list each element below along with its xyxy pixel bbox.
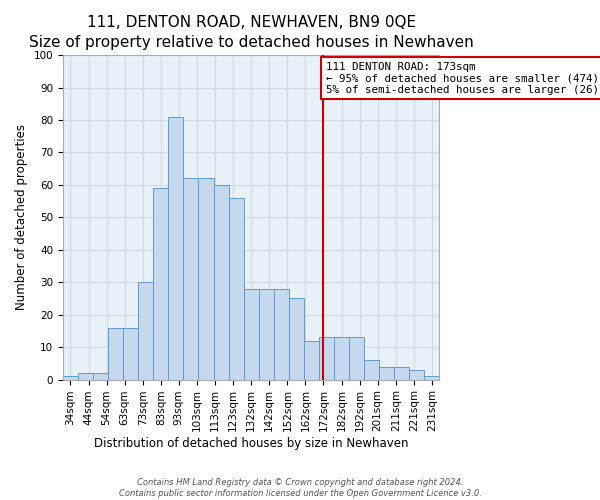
Bar bbox=[199, 178, 214, 380]
Bar bbox=[63, 376, 78, 380]
Bar bbox=[394, 366, 409, 380]
Bar bbox=[78, 373, 93, 380]
Bar bbox=[184, 178, 199, 380]
Bar bbox=[214, 185, 229, 380]
Bar bbox=[379, 366, 394, 380]
Bar bbox=[153, 188, 169, 380]
Bar bbox=[138, 282, 153, 380]
Bar bbox=[274, 288, 289, 380]
Bar bbox=[304, 340, 319, 380]
Title: 111, DENTON ROAD, NEWHAVEN, BN9 0QE
Size of property relative to detached houses: 111, DENTON ROAD, NEWHAVEN, BN9 0QE Size… bbox=[29, 15, 473, 50]
Y-axis label: Number of detached properties: Number of detached properties bbox=[15, 124, 28, 310]
Bar bbox=[319, 338, 334, 380]
Bar bbox=[409, 370, 424, 380]
Bar bbox=[93, 373, 108, 380]
Bar bbox=[108, 328, 123, 380]
Bar bbox=[424, 376, 439, 380]
Text: Contains HM Land Registry data © Crown copyright and database right 2024.
Contai: Contains HM Land Registry data © Crown c… bbox=[119, 478, 481, 498]
Bar bbox=[289, 298, 304, 380]
Bar bbox=[169, 117, 184, 380]
Bar bbox=[349, 338, 364, 380]
Bar bbox=[334, 338, 349, 380]
Bar bbox=[229, 198, 244, 380]
Bar bbox=[123, 328, 138, 380]
Text: 111 DENTON ROAD: 173sqm
← 95% of detached houses are smaller (474)
5% of semi-de: 111 DENTON ROAD: 173sqm ← 95% of detache… bbox=[326, 62, 600, 95]
X-axis label: Distribution of detached houses by size in Newhaven: Distribution of detached houses by size … bbox=[94, 437, 409, 450]
Bar bbox=[364, 360, 379, 380]
Bar bbox=[259, 288, 274, 380]
Bar bbox=[244, 288, 259, 380]
